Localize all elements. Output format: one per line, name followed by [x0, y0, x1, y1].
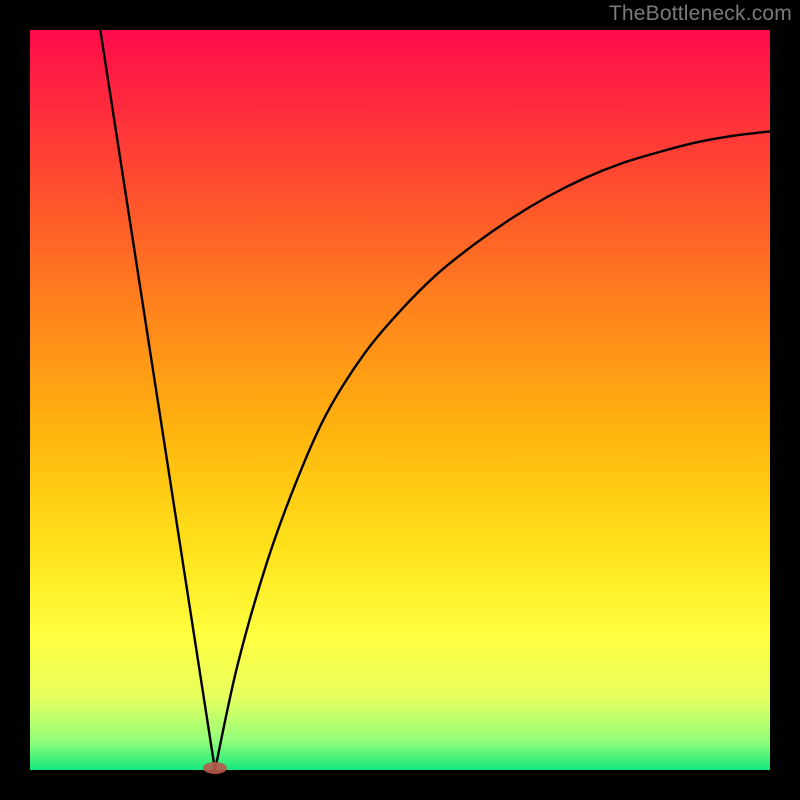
chart-container: TheBottleneck.com [0, 0, 800, 800]
plot-background [30, 30, 770, 770]
watermark-text: TheBottleneck.com [609, 2, 792, 26]
minimum-marker [203, 762, 227, 774]
bottleneck-curve-chart [0, 0, 800, 800]
